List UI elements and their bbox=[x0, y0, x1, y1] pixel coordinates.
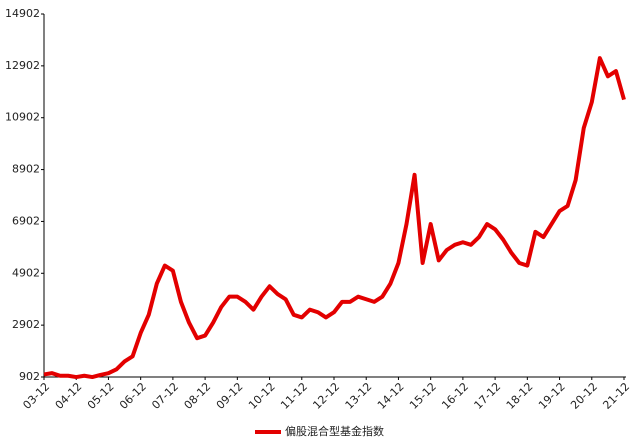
x-tick-label: 19-12 bbox=[536, 380, 568, 412]
x-tick-label: 05-12 bbox=[85, 380, 117, 412]
line-series bbox=[43, 56, 626, 380]
x-tick-label: 03-12 bbox=[20, 380, 52, 412]
x-tick-label: 16-12 bbox=[439, 380, 471, 412]
y-tick-label: 14902 bbox=[5, 7, 40, 20]
x-tick-label: 17-12 bbox=[472, 380, 504, 412]
x-tick-label: 06-12 bbox=[117, 380, 149, 412]
y-tick-label: 2902 bbox=[12, 318, 40, 331]
x-tick-label: 14-12 bbox=[375, 380, 407, 412]
legend-label: 偏股混合型基金指数 bbox=[285, 424, 384, 438]
x-tick-label: 07-12 bbox=[149, 380, 181, 412]
y-tick-label: 10902 bbox=[5, 111, 40, 124]
x-tick-label: 12-12 bbox=[310, 380, 342, 412]
x-tick-label: 20-12 bbox=[568, 380, 600, 412]
y-tick-label: 12902 bbox=[5, 59, 40, 72]
x-tick-label: 13-12 bbox=[343, 380, 375, 412]
x-tick-label: 10-12 bbox=[246, 380, 278, 412]
y-tick-label: 6902 bbox=[12, 214, 40, 227]
y-tick-label: 8902 bbox=[12, 163, 40, 176]
x-tick-label: 21-12 bbox=[600, 380, 632, 412]
x-tick-label: 04-12 bbox=[53, 380, 85, 412]
y-tick-label: 902 bbox=[19, 370, 40, 383]
y-tick-label: 4902 bbox=[12, 266, 40, 279]
x-tick-label: 09-12 bbox=[214, 380, 246, 412]
x-tick-label: 08-12 bbox=[182, 380, 214, 412]
x-tick-label: 18-12 bbox=[504, 380, 536, 412]
x-tick-label: 15-12 bbox=[407, 380, 439, 412]
x-tick-label: 11-12 bbox=[278, 380, 310, 412]
